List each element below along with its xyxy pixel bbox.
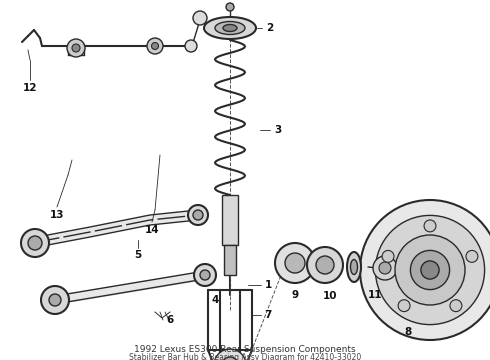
- Ellipse shape: [204, 17, 256, 39]
- Text: Stabilizer Bar Hub & Bearing Assy Diagram for 42410-33020: Stabilizer Bar Hub & Bearing Assy Diagra…: [129, 352, 361, 360]
- Text: 2: 2: [267, 23, 273, 33]
- Text: 5: 5: [134, 250, 142, 260]
- Text: 3: 3: [274, 125, 282, 135]
- Circle shape: [424, 220, 436, 232]
- Text: 12: 12: [23, 83, 37, 93]
- Ellipse shape: [215, 22, 245, 35]
- Circle shape: [307, 247, 343, 283]
- Circle shape: [188, 205, 208, 225]
- Text: 8: 8: [404, 327, 412, 337]
- Circle shape: [395, 235, 465, 305]
- Text: 9: 9: [292, 290, 298, 300]
- Circle shape: [275, 243, 315, 283]
- Text: 11: 11: [368, 290, 382, 300]
- Circle shape: [316, 256, 334, 274]
- Circle shape: [379, 262, 391, 274]
- Circle shape: [398, 300, 410, 312]
- Circle shape: [421, 261, 439, 279]
- Circle shape: [72, 44, 80, 52]
- Bar: [224, 245, 236, 275]
- Circle shape: [194, 264, 216, 286]
- Circle shape: [382, 251, 394, 262]
- Circle shape: [49, 294, 61, 306]
- Circle shape: [193, 11, 207, 25]
- Circle shape: [200, 270, 210, 280]
- Text: 6: 6: [167, 315, 173, 325]
- Circle shape: [360, 200, 490, 340]
- Circle shape: [226, 3, 234, 11]
- Text: 7: 7: [264, 310, 271, 320]
- Text: 4: 4: [211, 295, 219, 305]
- Bar: [222, 195, 238, 245]
- Circle shape: [28, 236, 42, 250]
- Circle shape: [411, 251, 450, 289]
- Circle shape: [222, 357, 238, 360]
- Text: 10: 10: [323, 291, 337, 301]
- Text: 14: 14: [145, 225, 159, 235]
- Circle shape: [193, 210, 203, 220]
- Circle shape: [373, 256, 397, 280]
- Text: 1992 Lexus ES300 Rear Suspension Components: 1992 Lexus ES300 Rear Suspension Compone…: [134, 345, 356, 354]
- Circle shape: [151, 42, 158, 49]
- Circle shape: [185, 40, 197, 52]
- Circle shape: [67, 39, 85, 57]
- Circle shape: [375, 215, 485, 325]
- Circle shape: [285, 253, 305, 273]
- Text: 1: 1: [265, 280, 271, 290]
- Ellipse shape: [347, 252, 361, 282]
- Text: 13: 13: [50, 210, 64, 220]
- Circle shape: [214, 349, 246, 360]
- Circle shape: [450, 300, 462, 312]
- Ellipse shape: [223, 24, 237, 31]
- Circle shape: [21, 229, 49, 257]
- Ellipse shape: [350, 260, 358, 274]
- Circle shape: [41, 286, 69, 314]
- Circle shape: [147, 38, 163, 54]
- Circle shape: [466, 251, 478, 262]
